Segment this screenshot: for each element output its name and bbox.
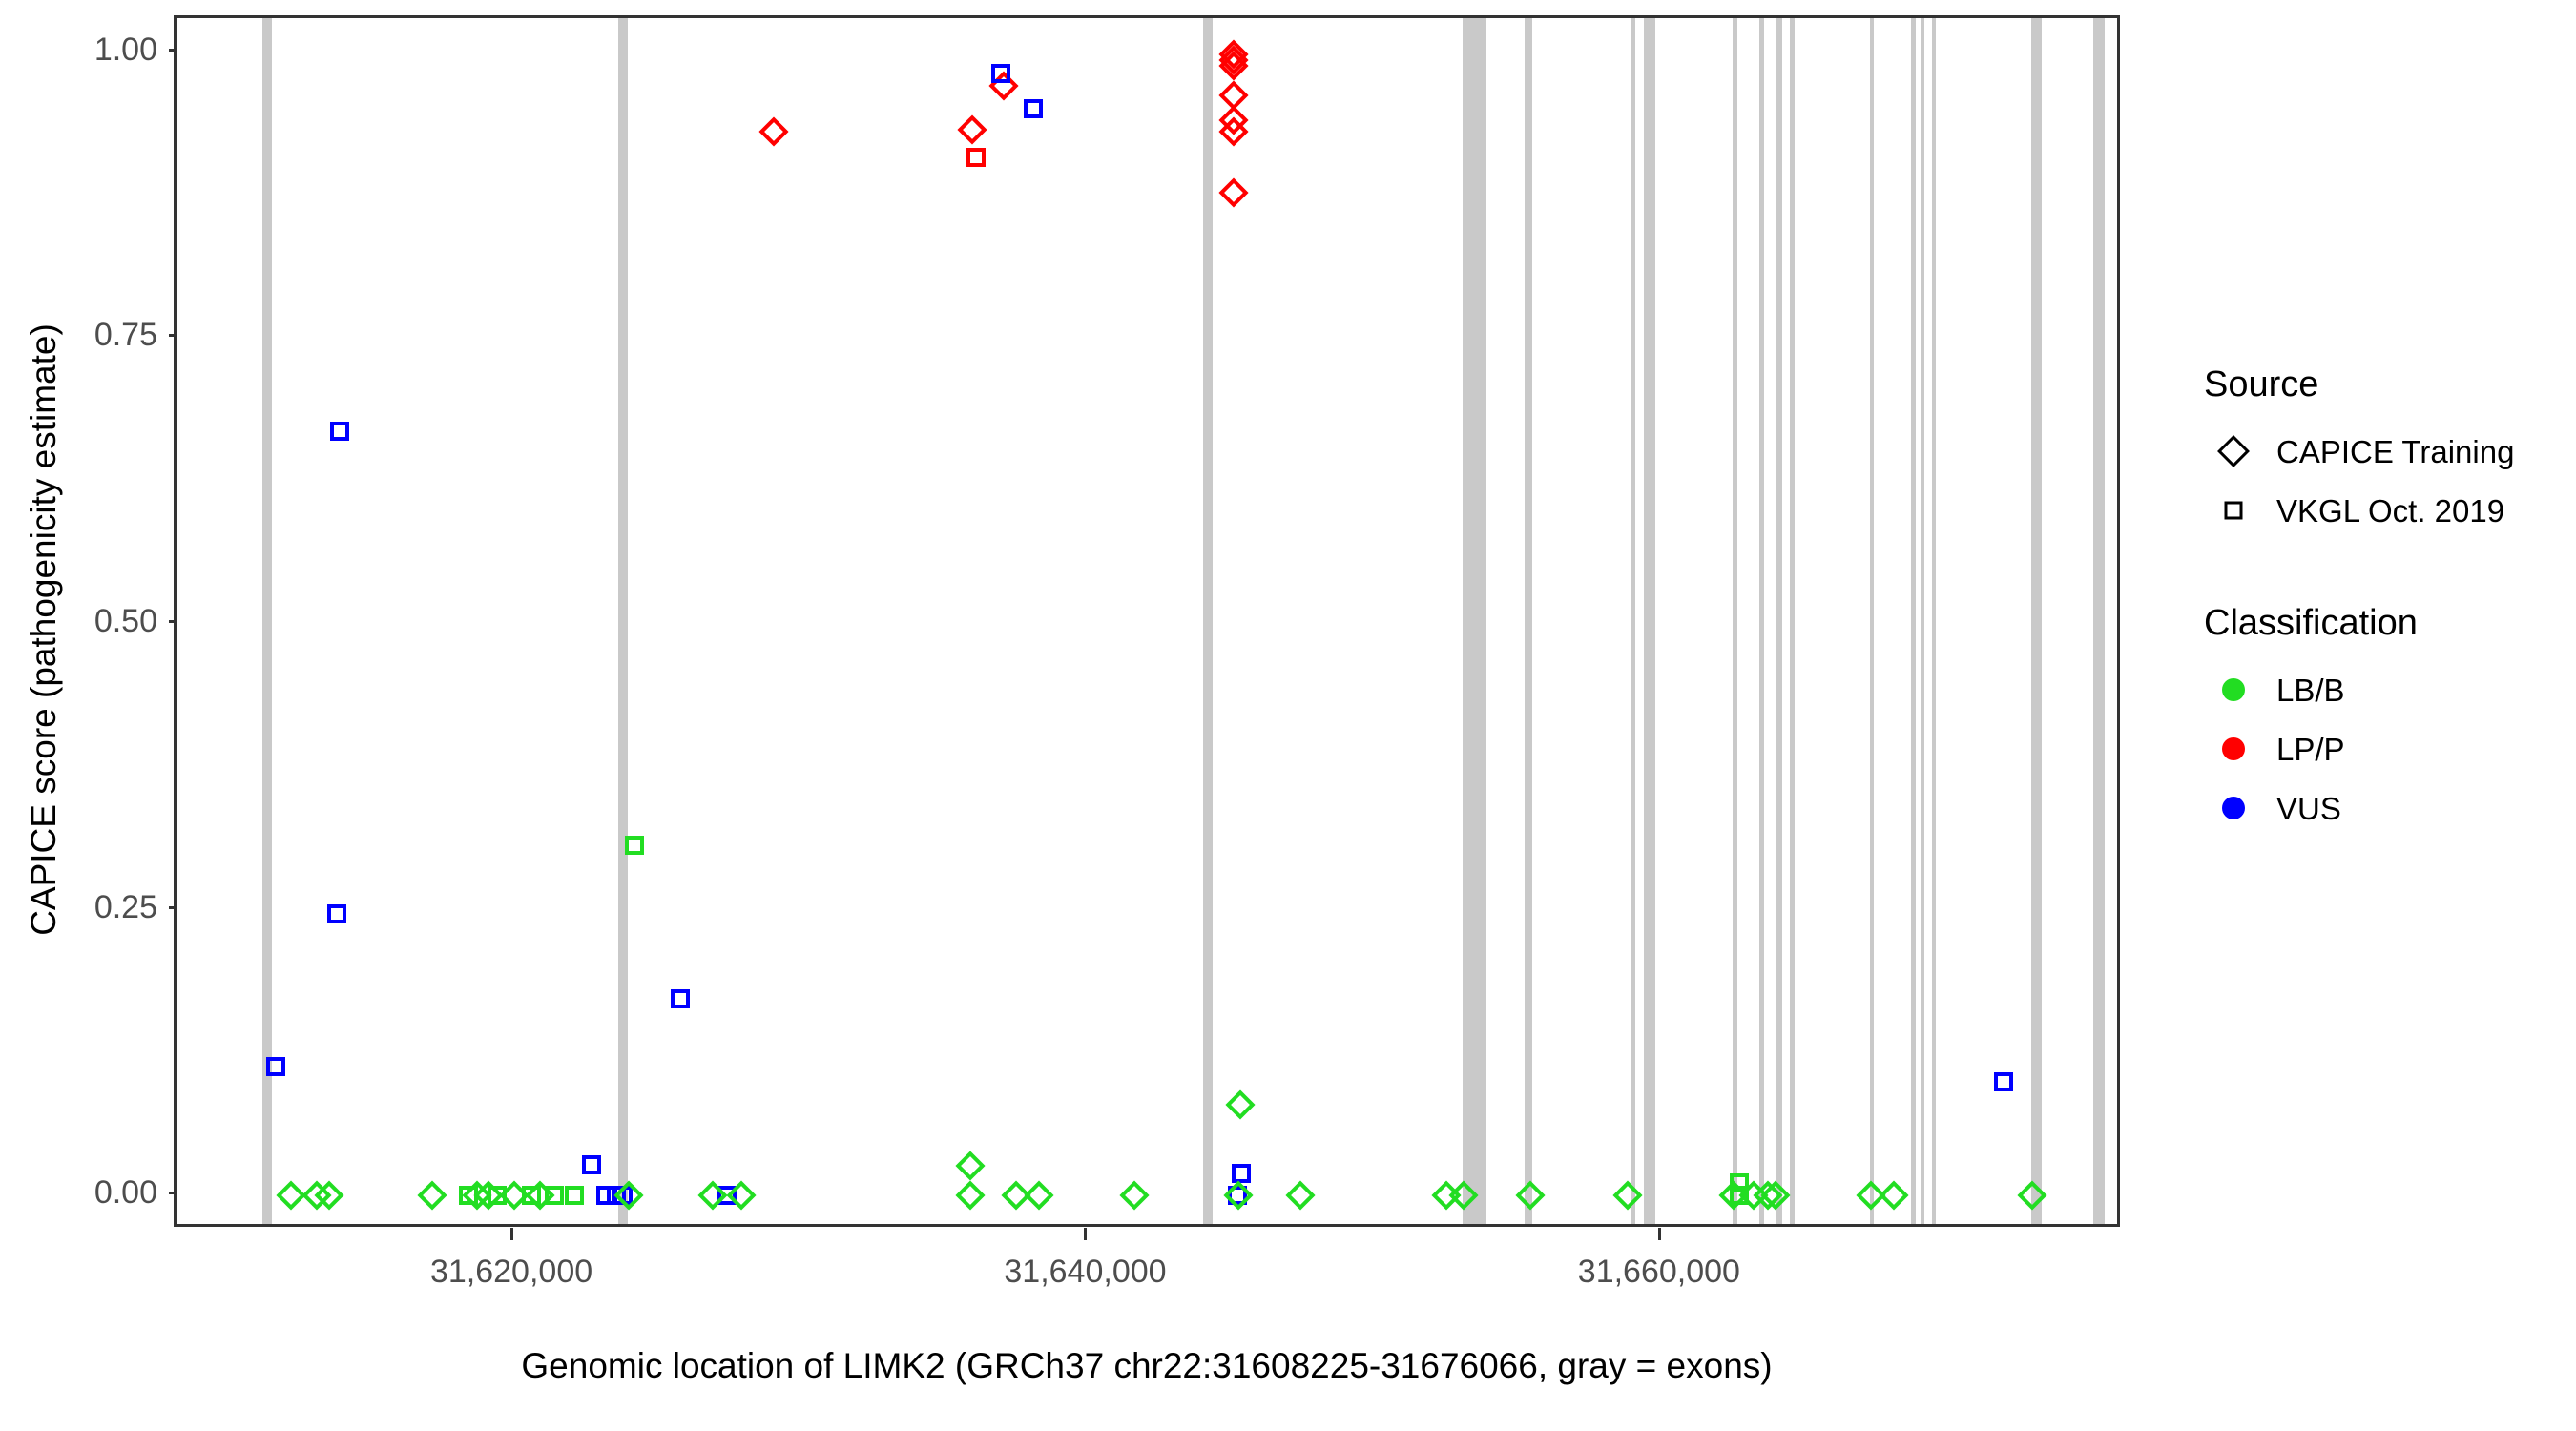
chart-legend: Source CAPICE Training VKGL Oct. 2019 Cl…: [2204, 363, 2566, 899]
data-point-square: [329, 421, 349, 441]
exon-band: [1920, 18, 1925, 1224]
data-point-diamond: [1285, 1180, 1316, 1211]
exon-band: [1630, 18, 1635, 1224]
exon-band: [1644, 18, 1655, 1224]
data-point-diamond: [1612, 1180, 1643, 1211]
y-tick-label: 0.75: [93, 317, 157, 354]
legend-label-capice-training: CAPICE Training: [2276, 433, 2515, 469]
legend-label-lpp: LP/P: [2276, 731, 2345, 767]
y-axis-ticks: 0.00 0.25 0.50 0.75 1.00: [10, 0, 181, 1431]
data-point-diamond: [1024, 1180, 1054, 1211]
dot-key-icon-vus: [2204, 778, 2263, 838]
exon-band: [2030, 18, 2043, 1224]
x-tick-label: 31,620,000: [429, 1254, 593, 1290]
exon-band: [1758, 18, 1764, 1224]
data-point-square: [990, 63, 1010, 83]
exon-band: [1524, 18, 1532, 1224]
y-tick-label: 0.25: [93, 888, 157, 925]
legend-title-source: Source: [2204, 364, 2319, 404]
exon-band: [1776, 18, 1782, 1224]
x-tick-mark: [1657, 1228, 1661, 1240]
data-point-diamond: [1225, 1089, 1256, 1120]
data-point-diamond: [1218, 177, 1249, 208]
exon-band: [2092, 18, 2106, 1224]
legend-item-lpp[interactable]: LP/P: [2204, 719, 2566, 778]
data-point-diamond: [1119, 1180, 1150, 1211]
data-point-square: [1232, 1164, 1252, 1184]
data-point-square: [1227, 1186, 1247, 1206]
plot-panel: [174, 15, 2120, 1227]
data-point-square: [1730, 1172, 1750, 1192]
legend-item-vus[interactable]: VUS: [2204, 778, 2566, 838]
data-point-square: [613, 1186, 633, 1206]
data-point-square: [1024, 98, 1044, 118]
legend-group-source: Source CAPICE Training VKGL Oct. 2019: [2204, 363, 2566, 540]
x-tick-label: 31,640,000: [1004, 1254, 1167, 1290]
data-point-square: [266, 1056, 286, 1076]
data-point-square: [582, 1154, 602, 1174]
legend-group-classification: Classification LB/B LP/P VUS: [2204, 601, 2566, 838]
legend-label-vus: VUS: [2276, 790, 2341, 826]
y-tick-label: 0.50: [93, 603, 157, 639]
legend-item-vkgl[interactable]: VKGL Oct. 2019: [2204, 481, 2566, 540]
exon-band: [1790, 18, 1796, 1224]
square-key-icon: [2204, 481, 2263, 540]
x-tick-label: 31,660,000: [1577, 1254, 1740, 1290]
y-tick-label: 0.00: [93, 1174, 157, 1212]
x-tick-mark: [510, 1228, 514, 1240]
dot-key-icon-lbb: [2204, 660, 2263, 719]
data-point-diamond: [957, 114, 987, 145]
data-point-square: [458, 1186, 478, 1206]
data-point-square: [625, 836, 645, 856]
x-tick-mark: [1084, 1228, 1088, 1240]
exon-band: [1931, 18, 1937, 1224]
legend-label-vkgl: VKGL Oct. 2019: [2276, 492, 2505, 529]
exon-band: [1869, 18, 1875, 1224]
exon-band: [1202, 18, 1213, 1224]
data-point-diamond: [955, 1180, 986, 1211]
legend-item-capice-training[interactable]: CAPICE Training: [2204, 422, 2566, 481]
data-point-diamond: [417, 1180, 447, 1211]
data-point-square: [1730, 1186, 1750, 1206]
data-point-diamond: [1879, 1180, 1910, 1211]
diamond-key-icon: [2204, 422, 2263, 481]
data-point-square: [545, 1186, 565, 1206]
data-point-square: [488, 1186, 508, 1206]
data-point-diamond: [1515, 1180, 1546, 1211]
exon-band: [617, 18, 629, 1224]
y-tick-label: 1.00: [93, 31, 157, 68]
legend-item-lbb[interactable]: LB/B: [2204, 660, 2566, 719]
data-point-diamond: [758, 116, 789, 147]
exon-band: [1462, 18, 1487, 1224]
data-point-square: [1993, 1072, 2013, 1092]
exon-band: [1732, 18, 1737, 1224]
exon-band: [262, 18, 273, 1224]
data-point-diamond: [955, 1151, 986, 1181]
data-point-square: [326, 904, 346, 924]
data-point-diamond: [2017, 1180, 2047, 1211]
data-point-square: [671, 988, 691, 1008]
legend-label-lbb: LB/B: [2276, 672, 2345, 708]
data-point-square: [966, 148, 987, 168]
plot-area: [177, 18, 2117, 1224]
data-point-square: [717, 1186, 737, 1206]
exon-band: [1910, 18, 1916, 1224]
x-axis-title: Genomic location of LIMK2 (GRCh37 chr22:…: [521, 1346, 1773, 1385]
dot-key-icon-lpp: [2204, 719, 2263, 778]
legend-title-classification: Classification: [2204, 603, 2418, 643]
data-point-diamond: [275, 1180, 306, 1211]
data-point-square: [522, 1186, 542, 1206]
data-point-square: [565, 1186, 585, 1206]
